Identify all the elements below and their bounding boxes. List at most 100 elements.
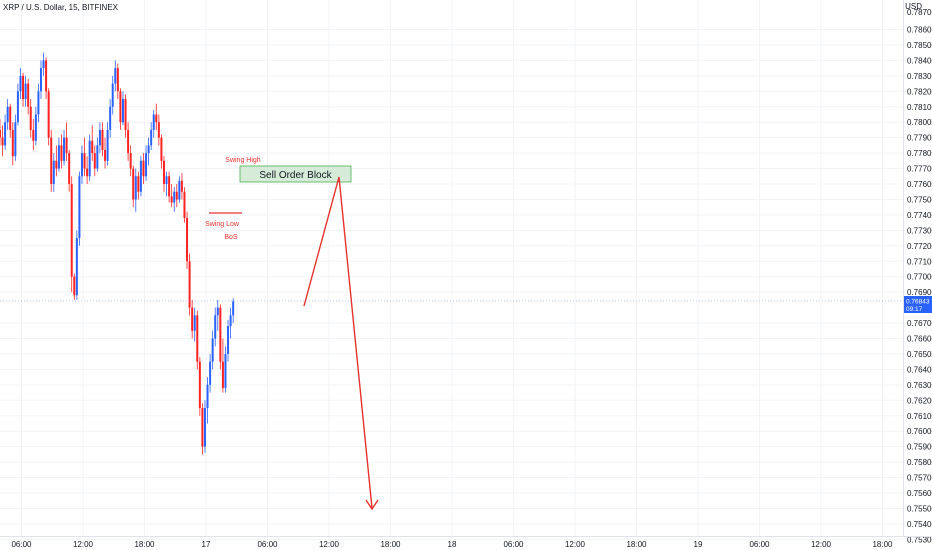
candle <box>32 119 35 151</box>
candle <box>45 57 48 100</box>
candle-body <box>191 307 194 331</box>
candle-body <box>209 361 212 385</box>
candle-body <box>93 153 96 169</box>
candle <box>227 319 230 362</box>
candle-body <box>211 338 214 362</box>
candle <box>4 114 7 151</box>
candle-body <box>45 60 48 92</box>
candle <box>193 307 196 342</box>
candle <box>47 88 50 146</box>
candle-body <box>42 60 45 69</box>
candle <box>147 137 150 166</box>
candle-body <box>183 191 186 218</box>
candle-body <box>170 196 173 203</box>
x-tick-label: 18 <box>448 540 457 549</box>
x-tick-label: 06:00 <box>11 540 32 549</box>
candle-body <box>16 91 19 123</box>
x-tick-label: 18:00 <box>134 540 155 549</box>
candle-body <box>0 129 1 138</box>
candle <box>55 145 58 177</box>
candle <box>155 103 158 130</box>
candle-body <box>152 114 155 130</box>
candle <box>34 106 37 146</box>
candle-body <box>19 75 22 92</box>
candle-body <box>83 153 86 169</box>
candle-body <box>173 191 176 203</box>
candle-body <box>145 153 148 177</box>
candle-body <box>114 68 117 84</box>
candle-body <box>168 176 171 197</box>
order-block-zone <box>239 165 352 183</box>
x-tick-label: 19 <box>694 540 703 549</box>
candle <box>119 88 122 130</box>
candle <box>224 346 227 393</box>
candle <box>173 187 176 212</box>
candle <box>134 168 137 212</box>
time-scale[interactable]: 06:00 12:00 18:00 17 06:00 12:00 18:00 18 06:00 1… <box>0 536 932 550</box>
candle-body <box>101 129 104 151</box>
candle-body <box>96 145 99 169</box>
x-tick-label: 12:00 <box>565 540 586 549</box>
candle <box>203 400 206 453</box>
candle-body <box>32 129 35 141</box>
candle <box>232 298 235 324</box>
candle-body <box>1 137 4 146</box>
candle <box>27 78 30 115</box>
candle-body <box>224 353 227 388</box>
candle <box>157 114 160 146</box>
candle <box>22 72 25 107</box>
candle-body <box>165 176 168 184</box>
order-block-label: Sell Order Block <box>259 170 332 181</box>
candle-body <box>201 408 204 447</box>
candle-body <box>78 176 81 239</box>
candle <box>196 310 199 370</box>
candle <box>219 304 222 370</box>
candle <box>127 122 130 161</box>
candle-body <box>109 106 112 130</box>
candle <box>129 145 132 177</box>
candles <box>0 52 235 455</box>
candle <box>209 353 212 393</box>
candle-body <box>150 129 153 146</box>
candle-body <box>88 140 91 177</box>
candle <box>132 165 135 208</box>
candle <box>88 134 91 181</box>
candle <box>216 299 219 331</box>
candle-body <box>196 315 199 362</box>
swing-low-label: Swing Low <box>205 221 240 228</box>
candle <box>206 377 209 424</box>
candle-body <box>124 99 127 130</box>
candle <box>11 122 14 166</box>
candle <box>39 60 42 100</box>
candle-body <box>52 160 55 184</box>
candle <box>78 171 81 246</box>
candle <box>124 94 127 138</box>
candle <box>160 134 163 169</box>
candle-body <box>216 307 219 316</box>
candle-body <box>9 106 12 130</box>
candle <box>73 273 76 300</box>
candle <box>145 145 148 181</box>
candle <box>198 357 201 416</box>
candle <box>150 122 153 151</box>
candle-body <box>63 137 66 161</box>
candle <box>14 114 17 161</box>
candle <box>183 187 186 223</box>
candle <box>106 122 109 166</box>
candle-body <box>119 91 122 123</box>
